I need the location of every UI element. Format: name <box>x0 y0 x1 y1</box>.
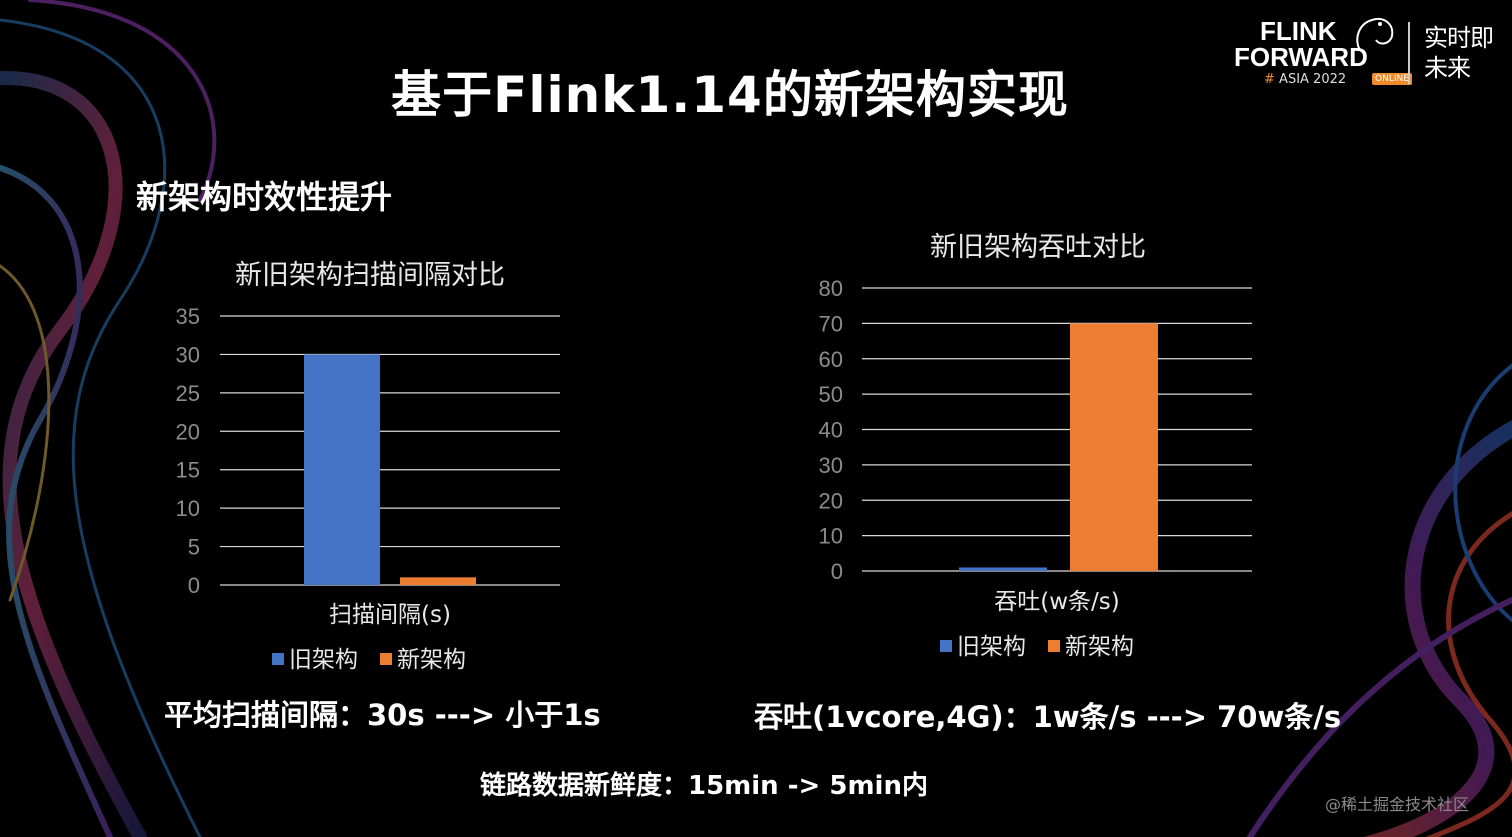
legend-swatch <box>940 640 952 652</box>
y-tick-label: 25 <box>176 381 200 406</box>
squirrel-icon <box>1356 18 1394 51</box>
y-tick-label: 5 <box>188 535 200 560</box>
bar-new <box>1070 323 1158 571</box>
legend-swatch <box>380 653 392 665</box>
y-tick-label: 0 <box>188 573 200 598</box>
chart-title: 新旧架构扫描间隔对比 <box>235 260 505 291</box>
y-tick-label: 30 <box>176 342 200 367</box>
legend-swatch <box>1048 640 1060 652</box>
logo-event: ASIA 2022 <box>1279 72 1347 87</box>
y-tick-label: 15 <box>176 458 200 483</box>
slide-title: 基于Flink1.14的新架构实现 <box>391 66 1069 124</box>
watermark: @稀土掘金技术社区 <box>1325 795 1470 814</box>
x-category-label: 吞吐(w条/s) <box>994 589 1120 615</box>
y-tick-label: 60 <box>819 347 843 372</box>
x-category-label: 扫描间隔(s) <box>329 602 451 628</box>
y-tick-label: 70 <box>819 311 843 336</box>
y-tick-label: 20 <box>176 419 200 444</box>
y-tick-label: 10 <box>819 524 843 549</box>
logo-flink-text: FLINK <box>1260 16 1337 46</box>
legend-swatch <box>272 653 284 665</box>
logo-cn-line2: 未来 <box>1424 54 1471 82</box>
logo-hash: # <box>1264 72 1275 87</box>
bar-old <box>959 567 1047 571</box>
logo-event-text: # ASIA 2022 <box>1264 72 1346 87</box>
bar-old <box>304 354 380 585</box>
y-tick-label: 0 <box>831 559 843 584</box>
y-tick-label: 40 <box>819 418 843 443</box>
legend-label: 新架构 <box>397 647 466 673</box>
y-tick-label: 80 <box>819 276 843 301</box>
bar-new <box>400 577 476 585</box>
chart-title: 新旧架构吞吐对比 <box>930 232 1146 263</box>
logo-online-badge: ONLINE <box>1372 73 1412 85</box>
y-tick-label: 10 <box>176 496 200 521</box>
flink-forward-logo: FLINK FORWARD # ASIA 2022 ONLINE 实时即 未来 <box>1230 10 1500 96</box>
y-tick-label: 20 <box>819 488 843 513</box>
y-tick-label: 35 <box>176 304 200 329</box>
y-tick-label: 50 <box>819 382 843 407</box>
logo-forward-text: FORWARD <box>1234 42 1368 72</box>
logo-divider <box>1408 22 1410 84</box>
legend-label: 旧架构 <box>289 647 358 673</box>
summary-freshness: 链路数据新鲜度：15min -> 5min内 <box>480 771 928 801</box>
legend-label: 旧架构 <box>957 634 1026 660</box>
summary-throughput: 吞吐(1vcore,4G)：1w条/s ---> 70w条/s <box>754 700 1342 734</box>
y-tick-label: 30 <box>819 453 843 478</box>
slide-subtitle: 新架构时效性提升 <box>136 178 393 216</box>
legend-label: 新架构 <box>1065 634 1134 660</box>
logo-cn-line1: 实时即 <box>1424 24 1494 52</box>
summary-scan-interval: 平均扫描间隔：30s ---> 小于1s <box>164 698 601 732</box>
